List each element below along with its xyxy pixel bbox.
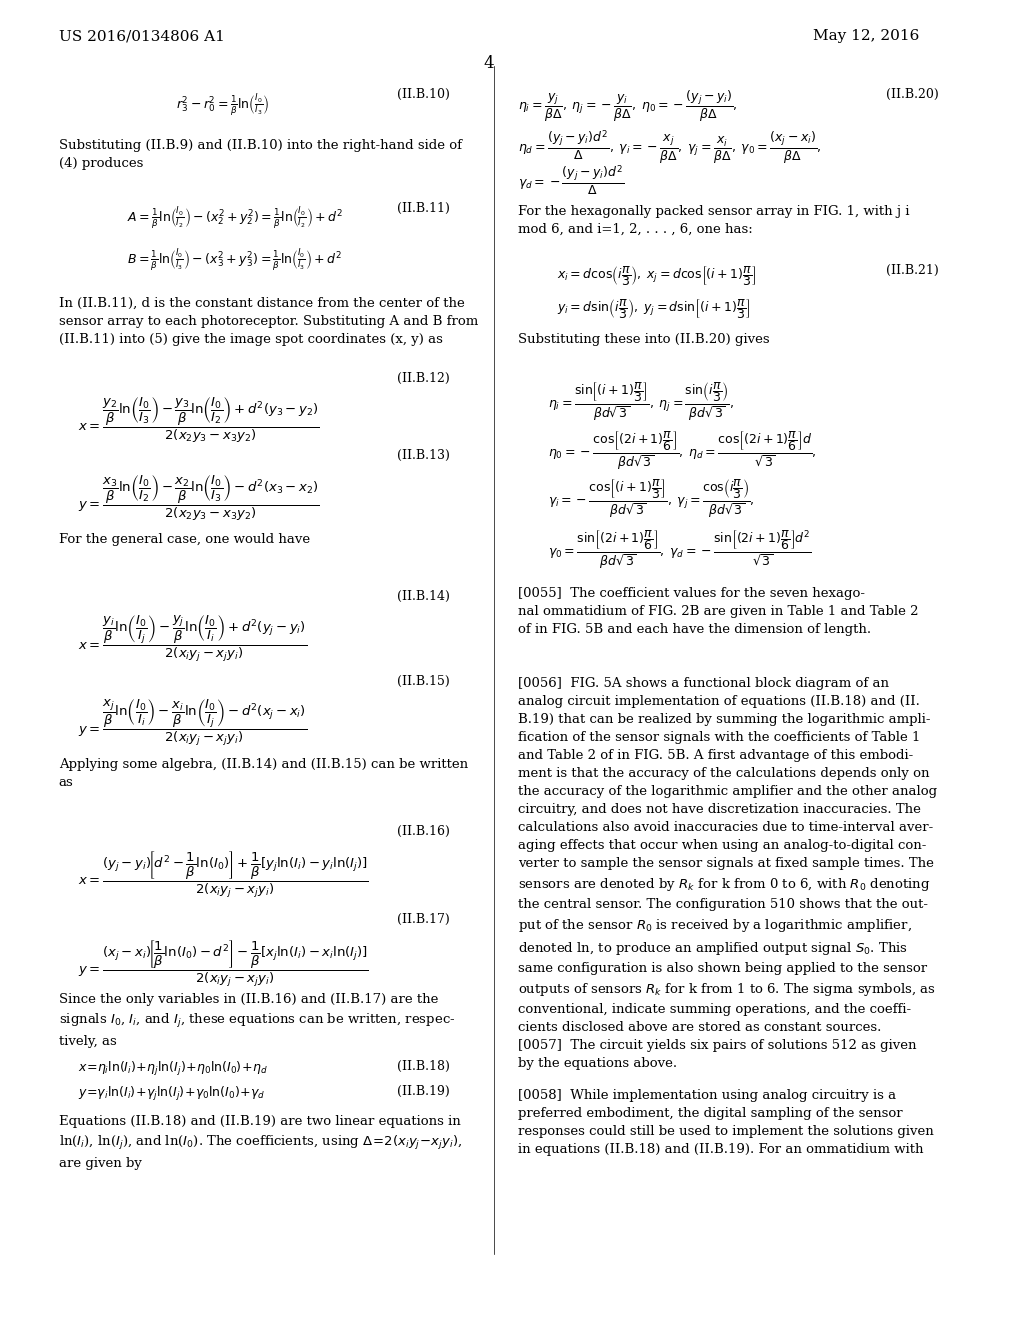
Text: (II.B.15): (II.B.15) [397,675,450,688]
Text: (II.B.20): (II.B.20) [886,88,939,102]
Text: For the general case, one would have: For the general case, one would have [58,533,310,546]
Text: [0058]  While implementation using analog circuitry is a
preferred embodiment, t: [0058] While implementation using analog… [518,1089,934,1156]
Text: (II.B.11): (II.B.11) [397,202,450,215]
Text: $\gamma_i = -\dfrac{\cos\!\left[(i+1)\dfrac{\pi}{3}\right]}{\beta d\sqrt{3}},\;\: $\gamma_i = -\dfrac{\cos\!\left[(i+1)\df… [548,478,755,520]
Text: $y = \dfrac{(x_j-x_i)\!\left[\dfrac{1}{\beta}\ln(I_0)-d^2\right]-\dfrac{1}{\beta: $y = \dfrac{(x_j-x_i)\!\left[\dfrac{1}{\… [78,939,370,989]
Text: $B = \frac{1}{\beta}\ln\!\left(\frac{I_0}{I_3}\right) - (x_3^2+y_3^2) = \frac{1}: $B = \frac{1}{\beta}\ln\!\left(\frac{I_0… [127,247,342,273]
Text: (II.B.13): (II.B.13) [397,449,450,462]
Text: Equations (II.B.18) and (II.B.19) are two linear equations in
ln($I_i$), ln($I_j: Equations (II.B.18) and (II.B.19) are tw… [58,1115,462,1171]
Text: $x_i = d\cos\!\left(i\dfrac{\pi}{3}\right),\;x_j = d\cos\!\left[(i+1)\dfrac{\pi}: $x_i = d\cos\!\left(i\dfrac{\pi}{3}\righ… [557,264,757,288]
Text: $x = \dfrac{(y_j-y_i)\!\left[d^2-\dfrac{1}{\beta}\ln(I_0)\right]+\dfrac{1}{\beta: $x = \dfrac{(y_j-y_i)\!\left[d^2-\dfrac{… [78,850,370,900]
Text: May 12, 2016: May 12, 2016 [813,29,920,44]
Text: (II.B.16): (II.B.16) [397,825,450,838]
Text: $y = \dfrac{\dfrac{x_j}{\beta}\ln\!\left(\dfrac{I_0}{I_i}\right) - \dfrac{x_i}{\: $y = \dfrac{\dfrac{x_j}{\beta}\ln\!\left… [78,697,307,747]
Text: $\eta_i = \dfrac{y_j}{\beta\Delta},\;\eta_j = -\dfrac{y_i}{\beta\Delta},\;\eta_0: $\eta_i = \dfrac{y_j}{\beta\Delta},\;\et… [518,88,737,124]
Text: (II.B.17): (II.B.17) [397,913,450,927]
Text: $y_i = d\sin\!\left(i\dfrac{\pi}{3}\right),\;y_j = d\sin\!\left[(i+1)\dfrac{\pi}: $y_i = d\sin\!\left(i\dfrac{\pi}{3}\righ… [557,297,751,321]
Text: Applying some algebra, (II.B.14) and (II.B.15) can be written
as: Applying some algebra, (II.B.14) and (II… [58,758,468,788]
Text: [0056]  FIG. 5A shows a functional block diagram of an
analog circuit implementa: [0056] FIG. 5A shows a functional block … [518,677,937,1034]
Text: $x = \dfrac{\dfrac{y_i}{\beta}\ln\!\left(\dfrac{I_0}{I_j}\right) - \dfrac{y_j}{\: $x = \dfrac{\dfrac{y_i}{\beta}\ln\!\left… [78,614,307,664]
Text: $A = \frac{1}{\beta}\ln\!\left(\frac{I_0}{I_2}\right) - (x_2^2+y_2^2) = \frac{1}: $A = \frac{1}{\beta}\ln\!\left(\frac{I_0… [127,205,343,231]
Text: (II.B.14): (II.B.14) [397,590,450,603]
Text: (II.B.18): (II.B.18) [397,1060,450,1073]
Text: $\eta_i = \dfrac{\sin\!\left[(i+1)\dfrac{\pi}{3}\right]}{\beta d\sqrt{3}},\;\eta: $\eta_i = \dfrac{\sin\!\left[(i+1)\dfrac… [548,380,734,422]
Text: [0057]  The circuit yields six pairs of solutions 512 as given
by the equations : [0057] The circuit yields six pairs of s… [518,1039,916,1069]
Text: $\eta_0 = -\dfrac{\cos\!\left[(2i+1)\dfrac{\pi}{6}\right]}{\beta d\sqrt{3}},\;\e: $\eta_0 = -\dfrac{\cos\!\left[(2i+1)\dfr… [548,429,816,471]
Text: $\gamma_0 = \dfrac{\sin\!\left[(2i+1)\dfrac{\pi}{6}\right]}{\beta d\sqrt{3}},\;\: $\gamma_0 = \dfrac{\sin\!\left[(2i+1)\df… [548,528,811,570]
Text: $y\!=\!\gamma_i \ln(I_i)\!+\!\gamma_j \ln(I_j)\!+\!\gamma_0 \ln(I_0)\!+\!\gamma_: $y\!=\!\gamma_i \ln(I_i)\!+\!\gamma_j \l… [78,1085,265,1104]
Text: $\gamma_d = -\dfrac{(y_j-y_i)d^2}{\Delta}$: $\gamma_d = -\dfrac{(y_j-y_i)d^2}{\Delta… [518,164,625,198]
Text: (II.B.21): (II.B.21) [886,264,939,277]
Text: $y = \dfrac{\dfrac{x_3}{\beta}\ln\!\left(\dfrac{I_0}{I_2}\right) - \dfrac{x_2}{\: $y = \dfrac{\dfrac{x_3}{\beta}\ln\!\left… [78,474,321,523]
Text: (II.B.12): (II.B.12) [397,372,450,385]
Text: $\eta_d = \dfrac{(y_j-y_i)d^2}{\Delta},\;\gamma_i = -\dfrac{x_j}{\beta\Delta},\;: $\eta_d = \dfrac{(y_j-y_i)d^2}{\Delta},\… [518,128,821,166]
Text: 4: 4 [483,55,495,73]
Text: (II.B.19): (II.B.19) [397,1085,450,1098]
Text: Substituting (II.B.9) and (II.B.10) into the right-hand side of
(4) produces: Substituting (II.B.9) and (II.B.10) into… [58,139,462,169]
Text: $x\!=\!\eta_i \ln(I_i)\!+\!\eta_j \ln(I_j)\!+\!\eta_0 \ln(I_0)\!+\!\eta_d$: $x\!=\!\eta_i \ln(I_i)\!+\!\eta_j \ln(I_… [78,1060,268,1078]
Text: (II.B.10): (II.B.10) [397,88,450,102]
Text: [0055]  The coefficient values for the seven hexago-
nal ommatidium of FIG. 2B a: [0055] The coefficient values for the se… [518,587,919,636]
Text: In (II.B.11), d is the constant distance from the center of the
sensor array to : In (II.B.11), d is the constant distance… [58,297,478,346]
Text: Since the only variables in (II.B.16) and (II.B.17) are the
signals $I_0$, $I_i$: Since the only variables in (II.B.16) an… [58,993,456,1048]
Text: US 2016/0134806 A1: US 2016/0134806 A1 [58,29,224,44]
Text: $x = \dfrac{\dfrac{y_2}{\beta}\ln\!\left(\dfrac{I_0}{I_3}\right) - \dfrac{y_3}{\: $x = \dfrac{\dfrac{y_2}{\beta}\ln\!\left… [78,396,321,445]
Text: Substituting these into (II.B.20) gives: Substituting these into (II.B.20) gives [518,333,770,346]
Text: $r_3^2 - r_0^2 = \frac{1}{\beta}\ln\!\left(\frac{I_0}{I_3}\right)$: $r_3^2 - r_0^2 = \frac{1}{\beta}\ln\!\le… [176,92,269,119]
Text: For the hexagonally packed sensor array in FIG. 1, with j i
mod 6, and i=1, 2, .: For the hexagonally packed sensor array … [518,205,909,235]
